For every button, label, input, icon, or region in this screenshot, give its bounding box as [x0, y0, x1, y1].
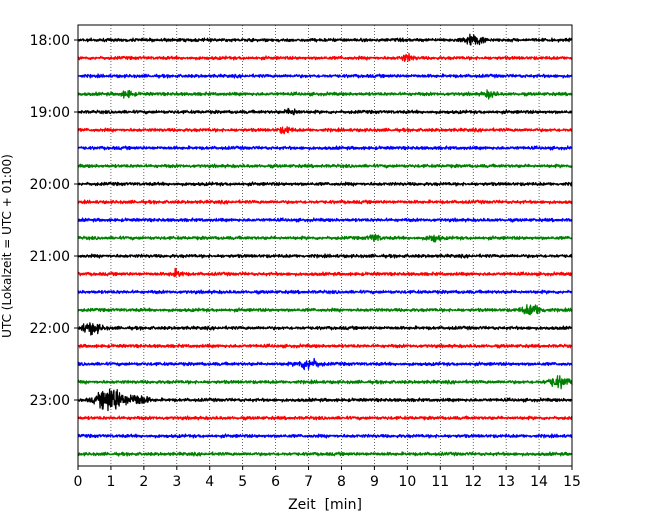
x-tick-label: 4: [205, 474, 214, 490]
seismic-trace: [77, 415, 573, 421]
seismic-trace: [77, 357, 573, 371]
y-tick-label: 19:00: [30, 105, 70, 121]
x-tick-label: 12: [464, 474, 482, 490]
x-tick-label: 11: [431, 474, 449, 490]
y-tick-label: 23:00: [30, 393, 70, 409]
seismic-trace: [77, 233, 573, 243]
seismic-trace: [77, 107, 573, 116]
plot-frame: [77, 24, 573, 467]
seismic-trace: [77, 322, 573, 336]
x-tick-label: 9: [370, 474, 379, 490]
x-tick-label: 8: [337, 474, 346, 490]
x-tick-label: 6: [271, 474, 280, 490]
seismic-trace: [77, 253, 573, 259]
seismic-trace: [77, 267, 573, 278]
y-axis-label: UTC (Lokalzeit = UTC + 01:00): [0, 154, 14, 338]
y-tick-label: 20:00: [30, 177, 70, 193]
x-tick-label: 1: [106, 474, 115, 490]
seismic-trace: [77, 126, 573, 135]
y-axis-ticks: 18:00 19:00 20:00 21:00 22:00 23:00: [30, 33, 78, 409]
seismic-trace: [77, 388, 573, 412]
x-tick-label: 15: [563, 474, 581, 490]
seismic-trace: [77, 343, 573, 349]
seismic-trace: [77, 33, 573, 46]
seismic-traces: [77, 33, 573, 457]
y-tick-label: 21:00: [30, 249, 70, 265]
seismic-trace: [77, 217, 573, 223]
x-tick-label: 10: [398, 474, 416, 490]
x-tick-label: 0: [74, 474, 83, 490]
seismic-trace: [77, 433, 573, 439]
seismic-trace: [77, 199, 573, 205]
seismic-trace: [77, 375, 573, 390]
x-tick-label: 14: [530, 474, 548, 490]
seismic-trace: [77, 73, 573, 79]
x-axis-label: Zeit [min]: [288, 497, 362, 513]
seismic-trace: [77, 52, 573, 62]
y-tick-label: 22:00: [30, 321, 70, 337]
seismic-trace: [77, 451, 573, 457]
seismic-trace: [77, 289, 573, 295]
seismic-trace: [77, 304, 573, 316]
x-tick-label: 3: [172, 474, 181, 490]
x-axis-ticks: 0 1 2 3 4 5 6 7 8 9 10 11 12 13 14 15: [74, 466, 581, 490]
x-tick-label: 7: [304, 474, 313, 490]
y-tick-label: 18:00: [30, 33, 70, 49]
seismic-trace: [77, 163, 573, 169]
seismic-trace: [77, 181, 573, 187]
seismic-trace: [77, 145, 573, 151]
seismic-trace: [77, 89, 573, 100]
x-tick-label: 2: [139, 474, 148, 490]
x-tick-label: 13: [497, 474, 515, 490]
x-tick-label: 5: [238, 474, 247, 490]
